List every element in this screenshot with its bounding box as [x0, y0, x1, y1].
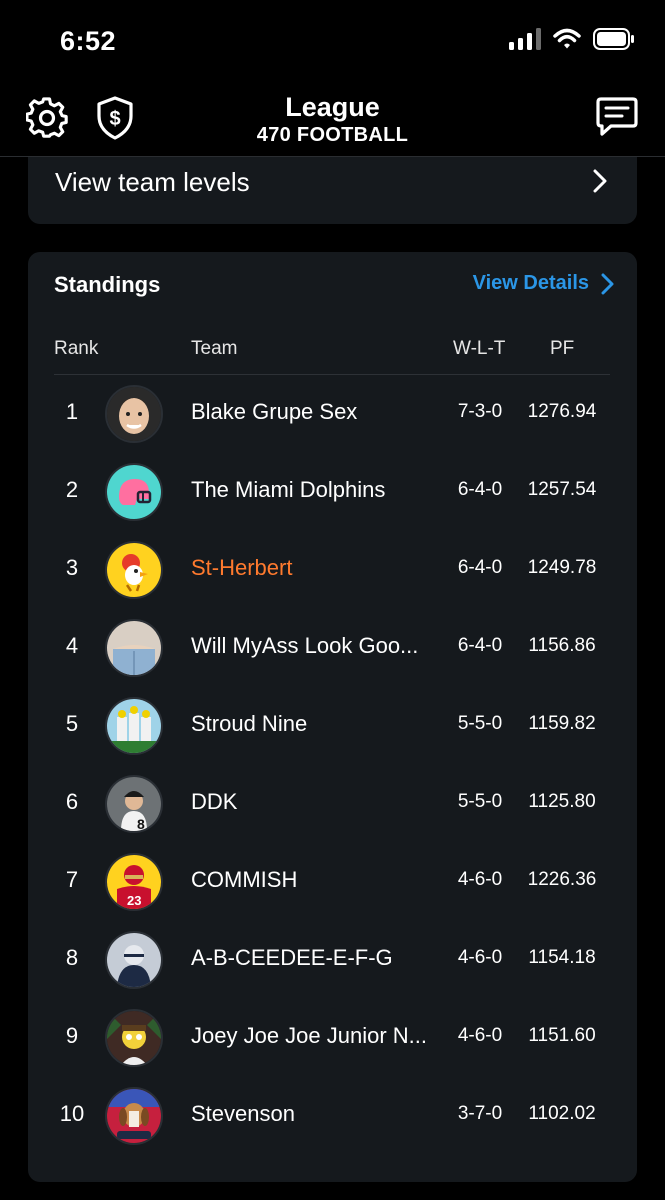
- team-name: Will MyAss Look Goo...: [191, 633, 419, 658]
- status-bar: 6:52: [0, 0, 665, 80]
- team-name: Stevenson: [191, 1101, 295, 1126]
- team-record: 4-6-0: [457, 869, 503, 890]
- face-avatar: [105, 385, 163, 443]
- rooster-avatar: [105, 541, 163, 599]
- photo-avatar: [105, 931, 163, 989]
- standings-header: Standings View Details: [54, 272, 614, 302]
- league-content[interactable]: View team levels Standings View Details …: [0, 157, 665, 1200]
- team-rank: 7: [65, 867, 79, 892]
- view-team-levels-label: View team levels: [55, 167, 250, 197]
- team-rank: 4: [65, 633, 79, 658]
- team-name: A-B-CEEDEE-E-F-G: [191, 945, 393, 970]
- dog-avatar: [105, 1087, 163, 1145]
- gear-icon[interactable]: [25, 97, 68, 144]
- standings-column-headers: Rank Team W-L-T PF: [54, 336, 610, 375]
- team-rank: 3: [65, 555, 79, 580]
- nav-left: $: [25, 96, 134, 145]
- table-row[interactable]: 7 23 COMMISH 4-6-0 1226.36: [28, 843, 637, 921]
- team-record: 5-5-0: [457, 713, 503, 734]
- nav-title: League 470 FOOTBALL: [0, 92, 665, 148]
- team-name: Stroud Nine: [191, 711, 308, 736]
- table-row[interactable]: 8 A-B-CEEDEE-E-F-G 4-6-0 1154.18: [28, 921, 637, 999]
- standings-card: Standings View Details Rank Team W-L-T P…: [28, 252, 637, 1182]
- league-title: League: [285, 92, 380, 122]
- photo-avatar: [105, 619, 163, 677]
- team-record: 6-4-0: [457, 635, 503, 656]
- chat-icon[interactable]: [595, 96, 639, 143]
- view-team-levels-row[interactable]: View team levels: [28, 157, 637, 224]
- team-points-for: 1257.54: [527, 479, 597, 500]
- cartoon-avatar: [105, 1009, 163, 1067]
- column-wlt: W-L-T: [453, 338, 506, 359]
- photo-avatar: 8: [105, 775, 163, 833]
- chevron-right-icon: [601, 273, 614, 294]
- svg-text:8: 8: [137, 816, 145, 831]
- team-rank: 1: [65, 399, 79, 424]
- team-rank: 5: [65, 711, 79, 736]
- column-rank: Rank: [54, 338, 99, 359]
- team-rank: 8: [65, 945, 79, 970]
- team-record: 7-3-0: [457, 401, 503, 422]
- team-points-for: 1159.82: [528, 713, 596, 734]
- table-row[interactable]: 6 8 DDK 5-5-0 1125.80: [28, 765, 637, 843]
- standings-title: Standings: [54, 272, 161, 297]
- team-record: 6-4-0: [457, 557, 503, 578]
- nav-right: [595, 96, 639, 143]
- team-points-for: 1249.78: [527, 557, 597, 578]
- column-pf: PF: [550, 338, 575, 359]
- team-points-for: 1102.02: [528, 1103, 596, 1124]
- status-time: 6:52: [60, 26, 117, 56]
- chevron-right-icon: [593, 169, 607, 193]
- team-name: COMMISH: [191, 867, 298, 892]
- nav-bar: $ League 470 FOOTBALL: [0, 80, 665, 157]
- team-rank: 6: [65, 789, 79, 814]
- team-levels-card: View team levels: [28, 157, 637, 224]
- league-name: 470 FOOTBALL: [256, 124, 409, 146]
- team-points-for: 1154.18: [528, 947, 596, 968]
- table-row[interactable]: 1 Blake Grupe Sex 7-3-0 1276.94: [28, 375, 637, 453]
- team-name: Blake Grupe Sex: [191, 399, 358, 424]
- team-name: Joey Joe Joe Junior N...: [191, 1023, 428, 1048]
- view-details-link[interactable]: View Details: [473, 272, 614, 295]
- team-record: 5-5-0: [457, 791, 503, 812]
- team-rank: 2: [65, 477, 79, 502]
- team-name: The Miami Dolphins: [191, 477, 386, 502]
- team-record: 4-6-0: [457, 947, 503, 968]
- team-points-for: 1276.94: [527, 401, 597, 422]
- helmet-avatar: [105, 463, 163, 521]
- svg-text:23: 23: [127, 893, 141, 908]
- view-details-label: View Details: [472, 272, 589, 294]
- status-icons: [509, 28, 635, 50]
- team-name: DDK: [191, 789, 238, 814]
- team-points-for: 1125.80: [528, 791, 596, 812]
- photo-avatar: [105, 697, 163, 755]
- table-row[interactable]: 4 Will MyAss Look Goo... 6-4-0 1156.86: [28, 609, 637, 687]
- team-points-for: 1151.60: [528, 1025, 596, 1046]
- team-name: St-Herbert: [191, 555, 293, 580]
- table-row[interactable]: 9 Joey Joe Joe Junior N... 4-6-0 1151.60: [28, 999, 637, 1077]
- jersey-avatar: 23: [105, 853, 163, 911]
- table-row[interactable]: 2 The Miami Dolphins 6-4-0 1257.54: [28, 453, 637, 531]
- signal-icon: [509, 28, 541, 50]
- team-points-for: 1156.86: [528, 635, 596, 656]
- team-record: 4-6-0: [457, 1025, 503, 1046]
- team-points-for: 1226.36: [527, 869, 597, 890]
- team-record: 6-4-0: [457, 479, 503, 500]
- table-row[interactable]: 5 Stroud Nine 5-5-0 1159.82: [28, 687, 637, 765]
- team-rank: 9: [65, 1023, 79, 1048]
- team-record: 3-7-0: [457, 1103, 503, 1124]
- battery-icon: [593, 28, 634, 50]
- team-rank: 10: [59, 1101, 85, 1126]
- shield-dollar-icon[interactable]: $: [96, 96, 134, 145]
- column-team: Team: [191, 338, 238, 359]
- table-row[interactable]: 10 Stevenson 3-7-0 1102.02: [28, 1077, 637, 1155]
- wifi-icon: [553, 28, 581, 49]
- table-row[interactable]: 3 St-Herbert 6-4-0 1249.78: [28, 531, 637, 609]
- svg-text:$: $: [109, 108, 120, 130]
